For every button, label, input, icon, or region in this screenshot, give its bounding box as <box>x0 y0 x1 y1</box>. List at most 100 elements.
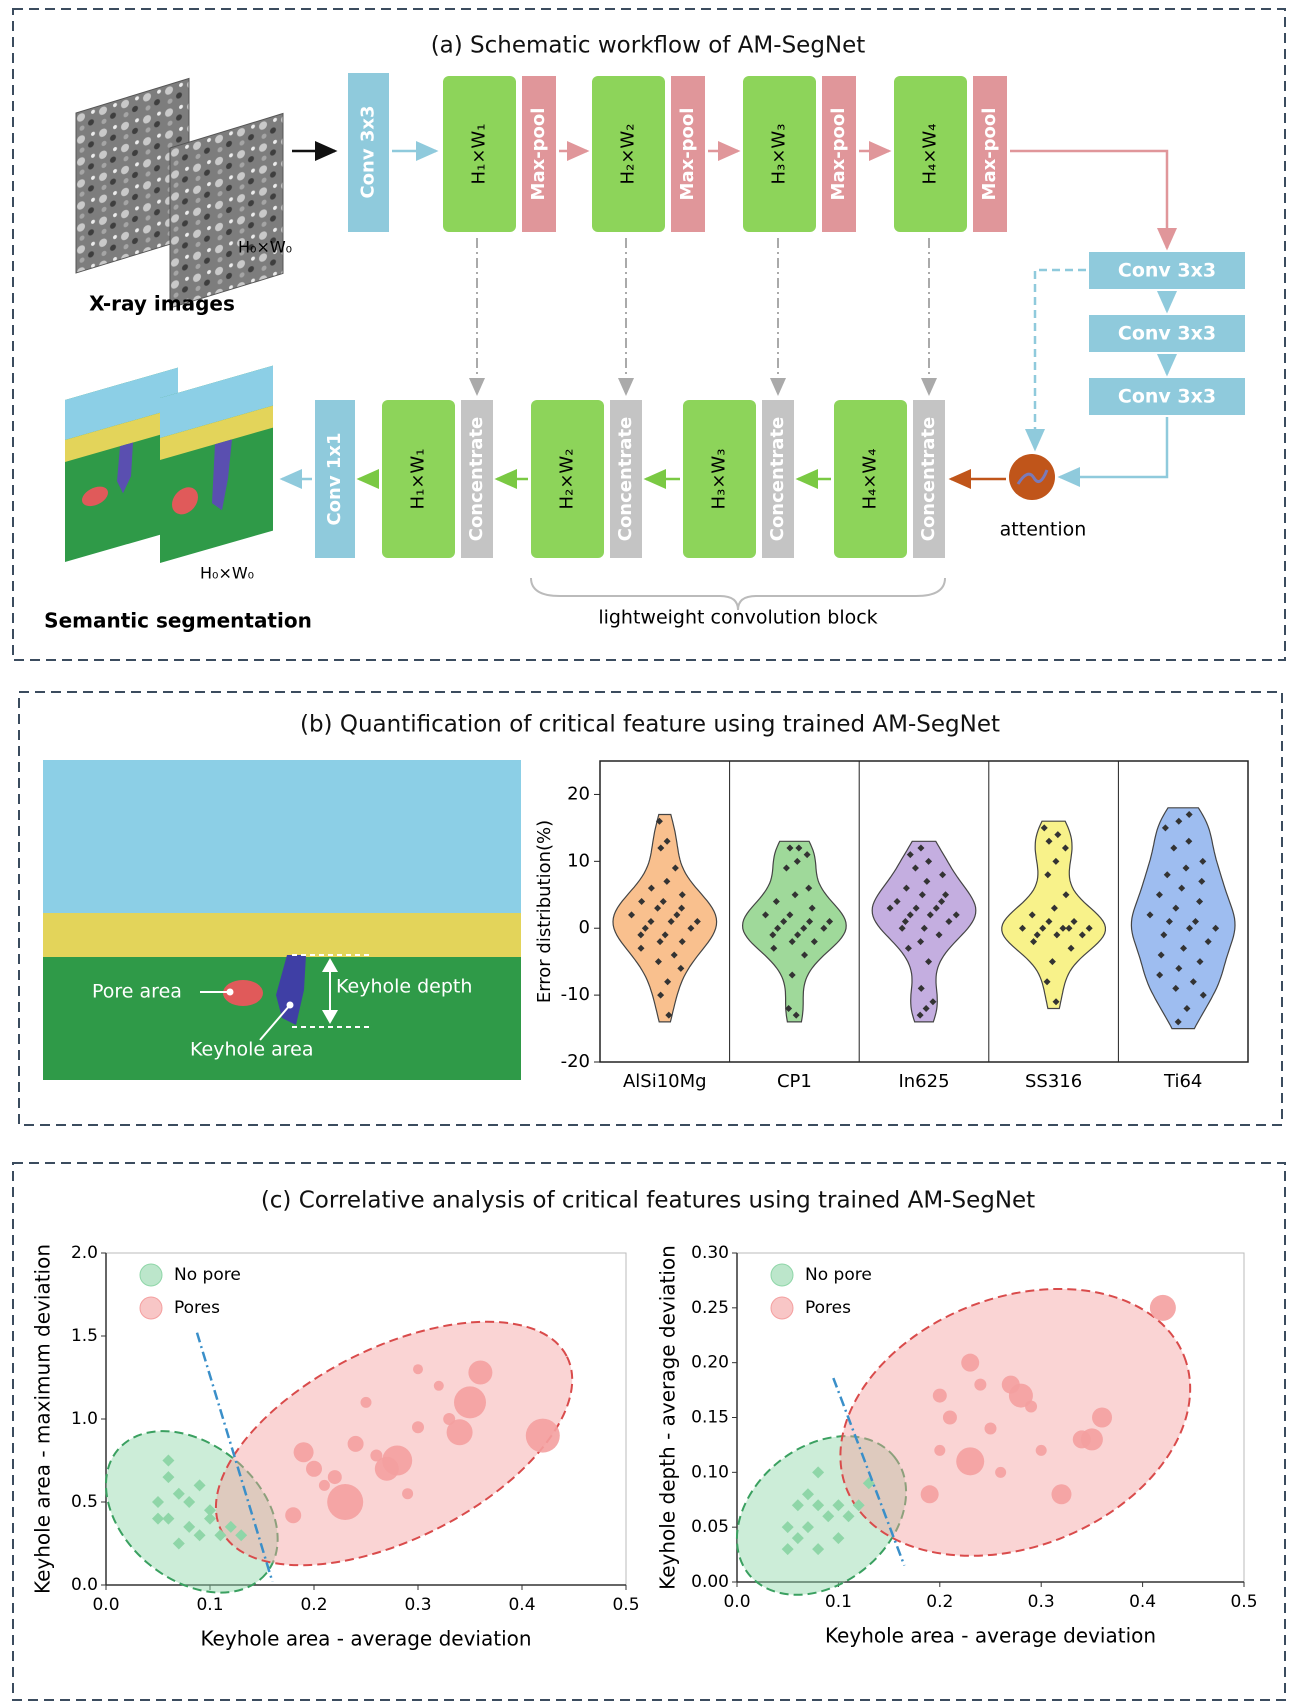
data-point <box>1039 924 1047 932</box>
encoder-block <box>894 76 967 232</box>
concat-block <box>610 400 642 558</box>
data-point <box>788 938 796 946</box>
data-point <box>663 837 671 845</box>
attention-glyph <box>1016 469 1049 485</box>
data-point <box>647 884 655 892</box>
data-point <box>1185 811 1193 819</box>
panel-a: (a) Schematic workflow of AM-SegNet X-ra… <box>12 8 1286 661</box>
data-point <box>806 918 814 926</box>
data-point <box>1061 844 1069 852</box>
data-point <box>810 938 818 946</box>
y-tick-label: 0.05 <box>691 1517 729 1537</box>
output-label: Semantic segmentation <box>44 609 312 633</box>
y-tick-label: -10 <box>561 984 590 1005</box>
substrate-band <box>43 913 521 957</box>
data-point <box>791 891 799 899</box>
data-point <box>655 817 663 825</box>
data-point <box>1092 1407 1113 1428</box>
data-point <box>1062 891 1070 899</box>
image-label: Keyhole area <box>190 1039 314 1061</box>
block-label: H₄×W₄ <box>860 449 881 510</box>
data-point <box>641 924 649 932</box>
data-point <box>785 1004 793 1012</box>
block-label: H₃×W₃ <box>769 124 790 185</box>
pore <box>223 980 263 1006</box>
data-point <box>1050 904 1058 912</box>
data-point <box>1149 1294 1176 1321</box>
powder-region <box>43 760 521 913</box>
y-tick-label: 20 <box>567 783 590 804</box>
keyhole <box>276 955 306 1025</box>
data-point <box>678 938 686 946</box>
data-point <box>925 857 933 865</box>
data-point <box>917 938 925 946</box>
data-point <box>370 1449 383 1462</box>
x-tick-label: 0.2 <box>926 1592 953 1612</box>
data-point <box>920 1485 939 1504</box>
data-point <box>1052 857 1060 865</box>
data-point <box>1189 978 1197 986</box>
data-point <box>306 1460 322 1477</box>
data-point <box>808 904 816 912</box>
data-point <box>657 991 665 999</box>
data-point <box>961 1353 980 1372</box>
data-point <box>772 897 780 905</box>
data-point <box>1160 931 1168 939</box>
data-point <box>1035 1444 1047 1456</box>
data-point <box>1199 991 1207 999</box>
data-point <box>413 1364 423 1375</box>
x-tick-label: 0.3 <box>404 1595 431 1615</box>
data-point <box>974 1378 987 1391</box>
block-label: Max-pool <box>828 108 849 201</box>
violin <box>871 840 977 1023</box>
y-tick-label: 0.25 <box>691 1298 729 1318</box>
data-point <box>932 904 940 912</box>
data-point <box>224 1520 237 1533</box>
panel-b: (b) Quantification of critical feature u… <box>18 691 1283 1126</box>
legend-label: No pore <box>174 1265 241 1285</box>
block-label: H₃×W₃ <box>709 449 730 510</box>
data-point <box>803 851 811 859</box>
pool-block <box>522 76 556 232</box>
concat-block <box>762 400 794 558</box>
x-tick-label: SS316 <box>1025 1071 1082 1092</box>
block-label: lightweight convolution block <box>598 607 877 629</box>
data-point <box>1045 837 1053 845</box>
block-label: Max-pool <box>528 108 549 201</box>
segmentation-image <box>65 367 178 562</box>
panel-frame <box>12 1162 1286 1701</box>
data-point <box>235 1529 248 1542</box>
data-point <box>920 924 928 932</box>
data-point <box>926 911 934 919</box>
data-point <box>886 904 894 912</box>
data-point <box>922 1004 930 1012</box>
data-point <box>1085 924 1093 932</box>
block-label: H₁×W₁ <box>408 449 429 510</box>
block-label: Conv 3x3 <box>1118 386 1216 408</box>
block-label: Max-pool <box>677 108 698 201</box>
pool-block <box>671 76 705 232</box>
data-point <box>293 1442 314 1463</box>
data-point <box>769 931 777 939</box>
violin <box>612 813 718 1023</box>
data-point <box>443 1413 456 1425</box>
y-tick-label: 0.0 <box>71 1575 98 1595</box>
y-tick-label: 0.20 <box>691 1353 729 1373</box>
data-point <box>1172 904 1180 912</box>
data-point <box>1198 877 1206 885</box>
data-point <box>647 918 655 926</box>
data-point <box>1052 998 1060 1006</box>
input-size: H₀×W₀ <box>238 238 292 257</box>
data-point <box>801 1488 814 1501</box>
data-point <box>1175 964 1183 972</box>
x-tick-label: Ti64 <box>1163 1071 1202 1092</box>
data-point <box>794 931 802 939</box>
data-point <box>1044 871 1052 879</box>
legend-swatch <box>770 1296 794 1320</box>
conv-block <box>348 73 389 232</box>
y-tick-label: 0.15 <box>691 1408 729 1428</box>
data-point <box>1178 884 1186 892</box>
violin <box>1130 807 1236 1030</box>
data-point <box>1170 844 1178 852</box>
